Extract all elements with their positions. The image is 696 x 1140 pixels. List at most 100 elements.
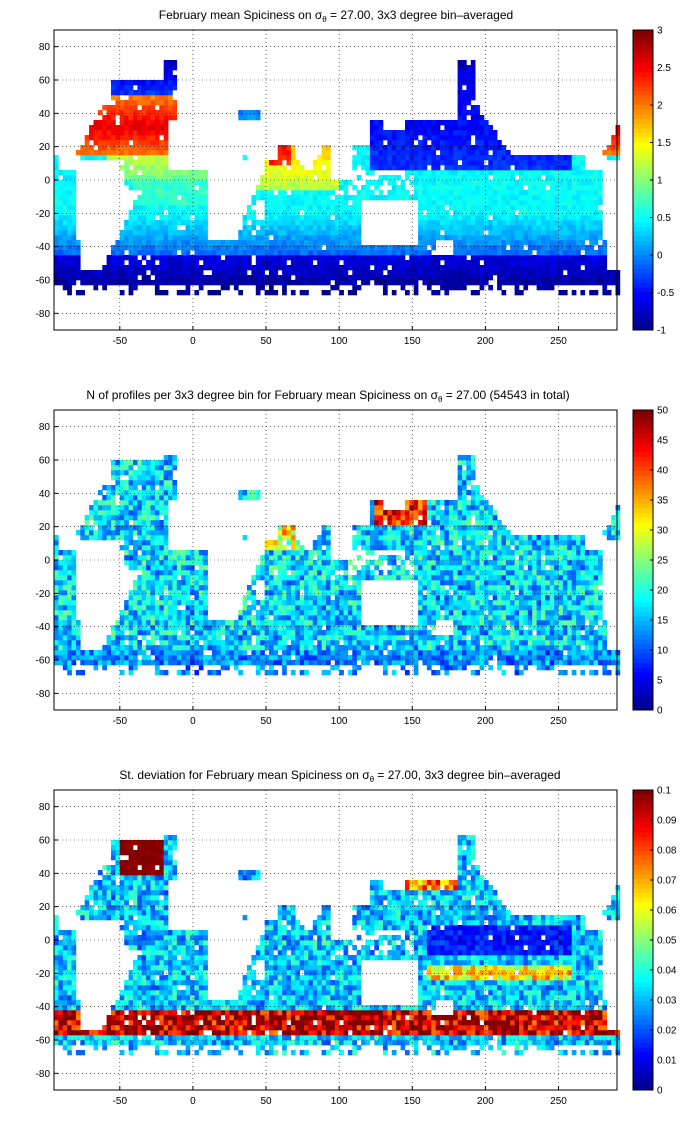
heatmap-cell — [479, 180, 485, 186]
heatmap-cell — [483, 600, 489, 606]
heatmap-cell — [330, 240, 336, 246]
heatmap-cell — [611, 275, 616, 281]
heatmap-cell — [383, 275, 388, 281]
heatmap-cell — [440, 605, 445, 611]
heatmap-cell — [119, 145, 125, 151]
heatmap-cell — [448, 140, 454, 146]
heatmap-cell — [435, 145, 441, 151]
heatmap-cell — [128, 245, 134, 251]
heatmap-cell — [242, 275, 248, 281]
heatmap-cell — [242, 255, 248, 261]
heatmap-cell — [571, 230, 577, 236]
heatmap-cell — [93, 275, 99, 281]
heatmap-cell — [470, 650, 476, 656]
heatmap-cell — [365, 645, 371, 651]
heatmap-cell — [255, 660, 261, 666]
heatmap-cell — [492, 220, 498, 226]
heatmap-cell — [440, 205, 445, 211]
heatmap-cell — [133, 595, 138, 601]
heatmap-cell — [133, 275, 138, 281]
heatmap-cell — [519, 260, 524, 266]
heatmap-cell — [321, 630, 327, 636]
heatmap-cell — [409, 660, 414, 666]
heatmap-cell — [334, 245, 340, 251]
heatmap-cell — [444, 160, 450, 166]
heatmap-cell — [444, 120, 450, 126]
heatmap-cell — [580, 270, 586, 276]
heatmap-cell — [391, 255, 397, 261]
heatmap-cell — [312, 190, 318, 196]
heatmap-cell — [251, 650, 257, 656]
heatmap-cell — [510, 190, 515, 196]
heatmap-cell — [150, 80, 156, 86]
heatmap-cell — [505, 590, 511, 596]
heatmap-cell — [286, 175, 292, 181]
heatmap-cell — [431, 170, 436, 176]
heatmap-cell — [330, 230, 336, 236]
heatmap-cell — [611, 655, 616, 661]
heatmap-cell — [163, 190, 169, 196]
heatmap-cell — [435, 660, 441, 666]
heatmap-cell — [233, 255, 239, 261]
heatmap-cell — [247, 275, 252, 281]
heatmap-cell — [440, 150, 445, 156]
heatmap-cell — [299, 600, 305, 606]
heatmap-cell — [133, 650, 138, 656]
heatmap-cell — [584, 625, 590, 631]
heatmap-cell — [448, 160, 454, 166]
heatmap-cell — [115, 145, 121, 151]
heatmap-cell — [273, 215, 279, 221]
heatmap-cell — [475, 225, 480, 231]
heatmap-cell — [470, 70, 476, 76]
heatmap-cell — [497, 210, 502, 216]
heatmap-cell — [290, 650, 296, 656]
heatmap-cell — [475, 250, 480, 256]
heatmap-cell — [168, 215, 173, 221]
heatmap-cell — [124, 625, 129, 631]
heatmap-cell — [312, 270, 318, 276]
heatmap-cell — [334, 285, 340, 291]
heatmap-cell — [58, 215, 64, 221]
heatmap-cell — [238, 110, 243, 116]
heatmap-cell — [347, 235, 353, 241]
heatmap-cell — [598, 250, 603, 256]
heatmap-cell — [431, 135, 436, 141]
heatmap-cell — [185, 220, 191, 226]
heatmap-cell — [418, 155, 423, 161]
heatmap-cell — [589, 640, 594, 646]
heatmap-cell — [580, 180, 586, 186]
heatmap-cell — [593, 275, 599, 281]
heatmap-cell — [185, 635, 191, 641]
heatmap-cell — [137, 595, 143, 601]
heatmap-cell — [593, 215, 599, 221]
colorbar-step — [633, 90, 653, 97]
heatmap-cell — [448, 170, 454, 176]
heatmap-cell — [216, 275, 221, 281]
heatmap-cell — [111, 650, 116, 656]
heatmap-cell — [295, 210, 300, 216]
heatmap-cell — [128, 255, 134, 261]
heatmap-cell — [115, 125, 121, 131]
heatmap-cell — [343, 600, 349, 606]
heatmap-cell — [168, 190, 173, 196]
heatmap-cell — [422, 620, 428, 626]
heatmap-cell — [514, 635, 520, 641]
heatmap-cell — [185, 175, 191, 181]
heatmap-cell — [510, 225, 515, 231]
heatmap-cell — [54, 185, 59, 191]
heatmap-cell — [527, 195, 533, 201]
heatmap-cell — [326, 625, 331, 631]
heatmap-cell — [435, 120, 441, 126]
heatmap-cell — [251, 245, 257, 251]
heatmap-cell — [453, 655, 458, 661]
heatmap-cell — [426, 190, 432, 196]
heatmap-cell — [102, 650, 107, 656]
heatmap-cell — [146, 195, 151, 201]
heatmap-cell — [475, 660, 480, 666]
heatmap-cell — [383, 135, 388, 141]
heatmap-cell — [426, 160, 432, 166]
heatmap-cell — [124, 180, 129, 186]
heatmap-cell — [185, 655, 191, 661]
heatmap-cell — [554, 195, 559, 201]
heatmap-cell — [75, 240, 81, 246]
